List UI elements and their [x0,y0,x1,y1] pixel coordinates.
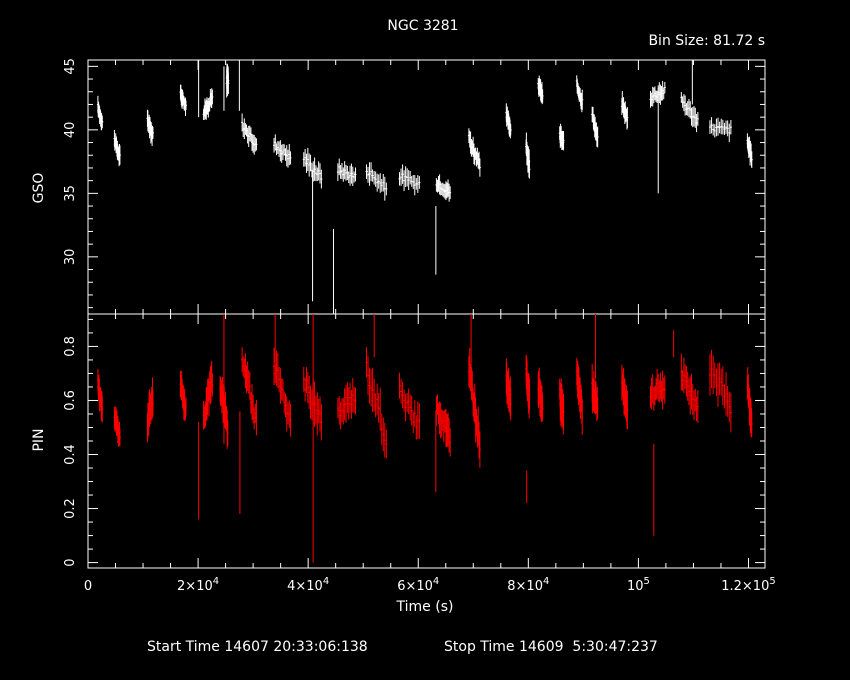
data-segment [746,367,753,438]
x-tick-label: 1.2×105 [721,576,775,594]
plot-frame [87,313,766,569]
data-segment [225,63,230,98]
data-segment [435,394,452,457]
time-axis: 0 2×104 4×104 6×104 8×104 105 1.2×105 [84,576,776,594]
y-tick-label: 30 [63,249,78,266]
data-segment [708,349,732,433]
data-segment [302,366,323,441]
gso-axis-label: GSO [31,173,47,204]
data-segment [336,378,357,430]
x-tick-label: 0 [84,579,92,594]
y-tick-label: 0.4 [63,444,78,465]
data-segment [649,80,666,108]
data-segment [591,106,599,148]
data-segment [179,84,187,117]
start-time-label: Start Time 14607 20:33:06:138 [147,639,368,655]
data-segment [575,357,584,435]
data-segment [680,353,699,423]
data-segment [620,364,629,430]
x-tick-label: 2×104 [177,576,219,594]
data-segment [467,348,481,468]
data-segment [146,109,154,146]
data-segment [113,406,121,447]
gso-panel: 30 35 40 45 [63,58,766,315]
data-segment [537,75,544,105]
data-segment [202,88,214,121]
y-tick-label: 35 [63,185,78,202]
data-segment [591,364,599,422]
data-segment [146,377,154,443]
pin-panel: 0 0.2 0.4 0.6 0.8 [63,313,766,569]
stop-time-label: Stop Time 14609 5:30:47:237 [444,639,658,655]
data-segment [273,347,292,437]
data-segment [336,158,357,187]
data-segment [398,164,421,196]
data-segment [537,367,544,423]
data-segment [505,103,512,139]
data-segment [96,368,104,423]
data-segment [96,95,104,131]
data-segment [365,347,388,459]
y-tick-label: 0 [63,558,78,566]
data-segment [649,368,666,411]
x-tick-label: 105 [627,576,650,594]
data-segment [505,358,512,421]
data-segment [241,347,258,436]
x-tick-label: 4×104 [287,576,329,594]
x-axis-label: Time (s) [396,599,454,615]
y-tick-label: 45 [63,58,78,75]
pin-axis-label: PIN [31,428,47,451]
data-segment [435,174,452,202]
y-tick-label: 40 [63,122,78,139]
chart-title: NGC 3281 [387,18,458,34]
data-segment [467,128,481,177]
x-tick-label: 6×104 [397,576,439,594]
data-segment [365,162,388,201]
data-segment [202,360,214,430]
data-segment [113,129,121,167]
data-segment [746,133,753,169]
data-segment [575,75,584,113]
bin-size-label: Bin Size: 81.72 s [648,33,765,49]
y-tick-label: 0.8 [63,336,78,357]
data-segment [241,113,258,155]
data-segment [620,91,629,130]
data-segment [273,134,292,168]
x-tick-label: 8×104 [507,576,549,594]
y-tick-label: 0.2 [63,498,78,519]
data-segment [398,372,421,440]
y-tick-label: 0.6 [63,390,78,411]
data-segment [558,123,565,151]
data-segment [179,370,187,421]
data-segment [525,354,531,419]
data-segment [708,117,732,143]
data-segment [680,91,699,133]
data-segment [525,132,531,179]
data-segment [558,378,565,435]
